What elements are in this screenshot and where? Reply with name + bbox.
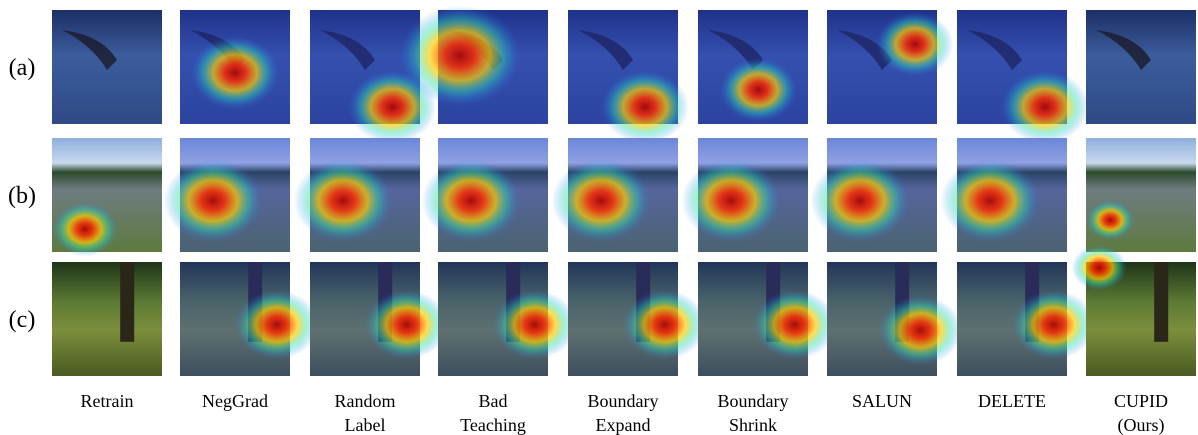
heatmap-image [941,138,1068,252]
activation [682,160,781,242]
activation [1086,200,1134,240]
activation [294,160,393,242]
heatmap-image [1072,245,1196,376]
activation [235,290,319,359]
image-grid [52,5,1196,376]
row-label: (a) [9,55,36,81]
activation [365,290,449,359]
tree-trunk [120,262,134,342]
activation [877,12,954,76]
column-label: (Ours) [1118,415,1165,435]
heatmap-image [698,10,808,124]
row-label: (c) [9,307,36,333]
activation [552,160,651,242]
activation [493,290,577,359]
heatmap-image [552,138,679,252]
activation [1072,245,1127,291]
heatmap-image [294,138,421,252]
heatmap-image [568,10,689,143]
heatmap-image [180,10,290,124]
tree-trunk [1154,262,1168,342]
heatmap-image [957,10,1089,143]
column-label: Teaching [460,415,526,435]
column-label: Retrain [81,391,134,411]
column-label: Boundary [588,391,659,411]
activation [191,36,279,109]
heatmap-image [180,262,319,376]
column-label: Bad [479,391,508,411]
column-label: Expand [596,415,651,435]
heatmap-image [52,262,162,376]
column-label: Random [335,391,396,411]
column-label: Shrink [729,415,777,435]
heatmap-image [698,262,837,376]
activation [623,290,707,359]
column-label: CUPID [1114,391,1168,411]
heatmap-image [1086,10,1196,124]
column-label: SALUN [852,391,912,411]
image-background [52,262,162,376]
heatmap-image [1086,138,1196,252]
activation [422,160,521,242]
column-label: DELETE [978,391,1046,411]
heatmap-image [52,10,162,124]
heatmap-image [827,10,954,124]
page: (a) (b) (c) Retrain NegGrad Random Label Bad Tea… [0,0,1198,435]
heatmap-image [682,138,809,252]
activation [400,5,521,105]
heatmap-image [164,138,291,252]
heatmap-image [310,262,449,376]
heatmap-image [438,262,577,376]
heatmap-image [957,262,1096,376]
heatmap-image [422,138,549,252]
figure: (a) (b) (c) Retrain NegGrad Random Label Bad Tea… [0,0,1198,435]
activation [879,296,963,365]
activation [941,160,1040,242]
column-label: NegGrad [202,391,268,411]
activation [601,70,689,143]
activation [1012,290,1096,359]
activation [52,202,118,257]
row-label: (b) [8,183,36,209]
activation [720,58,797,122]
column-label: Label [345,415,386,435]
activation [164,160,263,242]
activation [811,160,910,242]
heatmap-image [811,138,938,252]
activation [1001,70,1089,143]
heatmap-image [568,262,707,376]
column-label: Boundary [718,391,789,411]
heatmap-image [827,262,962,376]
activation [753,290,837,359]
heatmap-image [52,138,162,257]
